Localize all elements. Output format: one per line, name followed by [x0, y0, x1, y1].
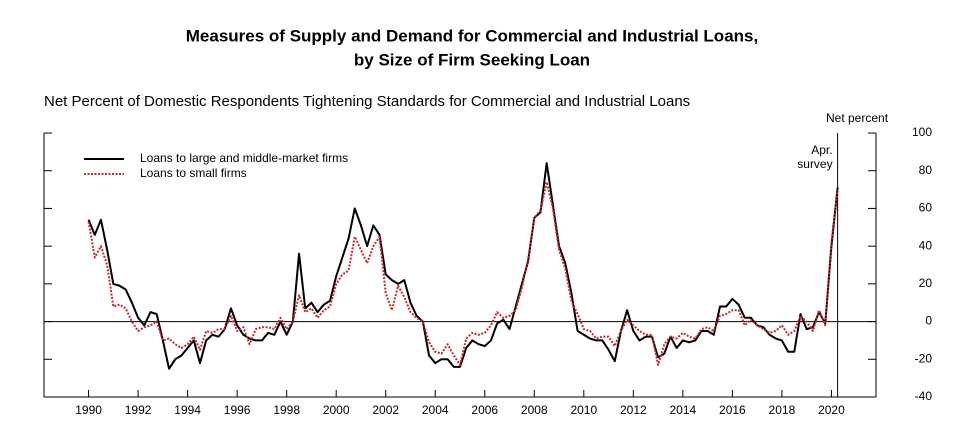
x-tick-label: 2000 [323, 403, 350, 417]
annotation: Apr. [811, 143, 832, 157]
y-tick-label: 20 [919, 276, 933, 290]
y-tick-label: 100 [912, 125, 932, 139]
y-tick-label: 80 [919, 163, 933, 177]
x-tick-label: 1990 [75, 403, 102, 417]
x-tick-label: 2004 [422, 403, 449, 417]
x-tick-label: 2014 [670, 403, 697, 417]
x-tick-label: 2010 [570, 403, 597, 417]
x-tick-label: 2020 [818, 403, 845, 417]
series-line [87, 181, 839, 366]
x-tick-label: 1992 [125, 403, 152, 417]
y-tick-label: -40 [915, 389, 933, 403]
x-tick-label: 2002 [372, 403, 399, 417]
chart-title: Measures of Supply and Demand for Commer… [186, 26, 758, 45]
annotation: survey [797, 157, 832, 171]
x-tick-label: 2008 [521, 403, 548, 417]
y-tick-label: 40 [919, 238, 933, 252]
x-tick-label: 1994 [174, 403, 201, 417]
x-tick-label: 1996 [224, 403, 251, 417]
x-tick-label: 1998 [273, 403, 300, 417]
legend-label: Loans to small firms [140, 166, 247, 180]
series-line [87, 162, 839, 370]
chart-subtitle: Net Percent of Domestic Respondents Tigh… [44, 93, 690, 110]
y-tick-label: 60 [919, 201, 933, 215]
x-tick-label: 2006 [471, 403, 498, 417]
x-tick-label: 2016 [719, 403, 746, 417]
chart-title: by Size of Firm Seeking Loan [354, 50, 590, 69]
y-tick-label: 0 [925, 314, 932, 328]
y-tick-label: -20 [915, 351, 933, 365]
x-tick-label: 2012 [620, 403, 647, 417]
legend-label: Loans to large and middle-market firms [140, 151, 348, 165]
y-axis-label: Net percent [826, 111, 889, 125]
x-tick-label: 2018 [769, 403, 796, 417]
